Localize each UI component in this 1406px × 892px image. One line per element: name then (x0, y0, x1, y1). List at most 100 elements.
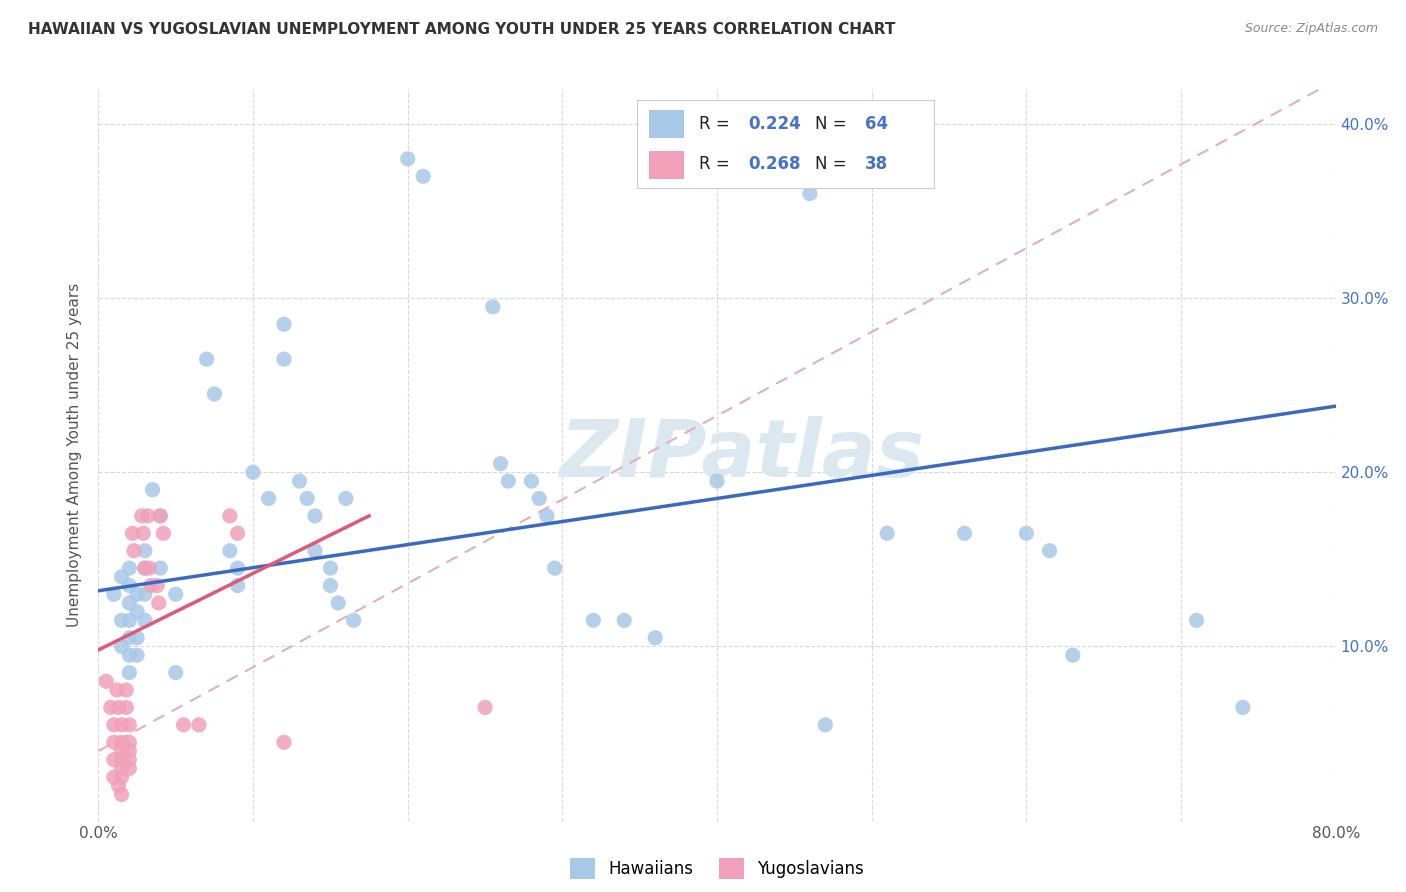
Point (582, 613, 605, 627)
Point (111, 788, 134, 802)
Point (204, 387, 226, 401)
Point (1015, 526, 1038, 541)
Point (138, 561, 160, 575)
Point (146, 578, 169, 592)
Point (118, 561, 141, 575)
Point (111, 770, 134, 784)
Point (343, 613, 366, 627)
Point (118, 753, 141, 767)
Point (396, 152, 419, 166)
Point (326, 596, 350, 610)
Point (273, 735, 295, 749)
Point (799, 186, 821, 201)
Point (118, 648, 141, 663)
Point (118, 735, 141, 749)
Point (489, 457, 512, 471)
Point (242, 466, 264, 480)
Point (134, 561, 156, 575)
Point (111, 761, 134, 775)
Point (1038, 543, 1062, 558)
Point (122, 543, 145, 558)
Point (118, 613, 141, 627)
Point (107, 779, 129, 793)
Point (111, 613, 134, 627)
Point (412, 169, 434, 184)
Point (165, 587, 187, 601)
Point (111, 735, 134, 749)
Y-axis label: Unemployment Among Youth under 25 years: Unemployment Among Youth under 25 years (67, 283, 83, 627)
Point (219, 508, 242, 523)
Point (127, 587, 149, 601)
Point (103, 718, 125, 732)
Point (226, 578, 249, 592)
Point (149, 561, 172, 575)
Point (876, 526, 898, 541)
Point (520, 474, 543, 488)
Point (139, 578, 162, 592)
Point (127, 605, 149, 619)
Point (103, 753, 125, 767)
Point (195, 352, 218, 367)
Point (142, 483, 165, 497)
Point (319, 561, 342, 575)
Point (613, 613, 636, 627)
Point (953, 526, 976, 541)
Point (474, 700, 496, 714)
Point (111, 570, 134, 584)
Point (536, 508, 558, 523)
Point (226, 526, 249, 541)
Point (134, 613, 156, 627)
Point (304, 543, 326, 558)
Point (273, 318, 295, 332)
Point (152, 526, 174, 541)
Point (304, 508, 326, 523)
Point (319, 578, 342, 592)
Point (121, 526, 143, 541)
Text: ZIPatlas: ZIPatlas (560, 416, 924, 494)
Point (127, 648, 149, 663)
Point (257, 491, 280, 506)
Point (226, 561, 249, 575)
Point (543, 561, 565, 575)
Point (288, 474, 311, 488)
Point (107, 700, 129, 714)
Point (96, 674, 118, 689)
Point (111, 718, 134, 732)
Point (273, 352, 295, 367)
Legend: Hawaiians, Yugoslavians: Hawaiians, Yugoslavians (564, 852, 870, 886)
Point (105, 683, 128, 698)
Point (173, 718, 195, 732)
Point (134, 587, 156, 601)
Point (115, 700, 138, 714)
Point (118, 631, 141, 645)
Point (100, 700, 122, 714)
Point (481, 300, 505, 314)
Point (149, 508, 172, 523)
Point (706, 474, 728, 488)
Point (111, 753, 134, 767)
Point (127, 631, 149, 645)
Point (149, 508, 172, 523)
Point (118, 718, 141, 732)
Point (134, 543, 156, 558)
Point (148, 596, 170, 610)
Point (644, 631, 666, 645)
Point (529, 491, 551, 506)
Point (498, 474, 520, 488)
Point (335, 491, 357, 506)
Point (134, 561, 156, 575)
Point (1185, 613, 1208, 627)
Point (118, 744, 141, 758)
Point (165, 665, 187, 680)
Point (814, 718, 837, 732)
Text: Source: ZipAtlas.com: Source: ZipAtlas.com (1244, 22, 1378, 36)
Point (219, 543, 242, 558)
Point (132, 526, 155, 541)
Point (118, 665, 141, 680)
Point (1232, 700, 1254, 714)
Point (118, 761, 141, 775)
Point (1062, 648, 1084, 663)
Point (118, 578, 141, 592)
Point (136, 508, 159, 523)
Point (297, 491, 319, 506)
